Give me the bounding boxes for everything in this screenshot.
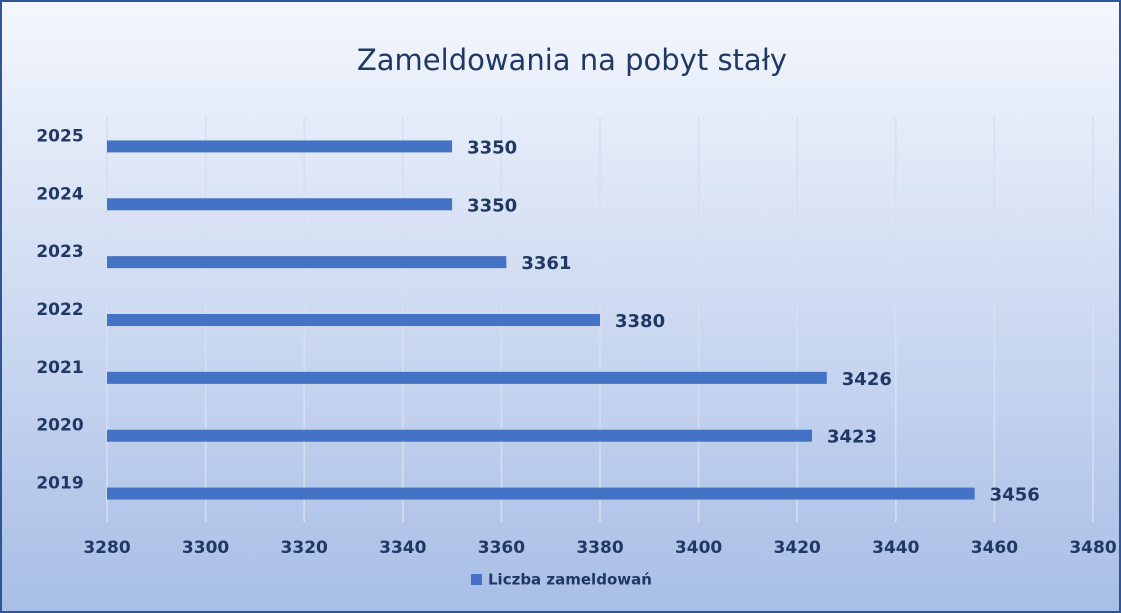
chart-title: Zameldowania na pobyt stały (357, 43, 787, 77)
value-label: 3350 (467, 137, 517, 158)
x-tick-label: 3280 (83, 538, 130, 558)
x-tick-label: 3380 (576, 538, 623, 558)
value-label: 3380 (615, 311, 665, 332)
x-tick-label: 3340 (379, 538, 426, 558)
y-tick-label: 2024 (36, 184, 83, 204)
x-tick-label: 3320 (281, 538, 328, 558)
bar (107, 140, 453, 153)
x-tick-label: 3360 (478, 538, 525, 558)
y-tick-label: 2025 (36, 126, 83, 146)
bar (107, 487, 975, 500)
x-tick-label: 3440 (872, 538, 919, 558)
y-tick-label: 2023 (36, 242, 83, 262)
value-label: 3426 (842, 369, 892, 390)
bar (107, 198, 453, 211)
x-tick-label: 3400 (675, 538, 722, 558)
legend-label: Liczba zameldowań (488, 571, 652, 589)
x-tick-label: 3300 (182, 538, 229, 558)
y-tick-label: 2022 (36, 300, 83, 320)
y-tick-label: 2019 (36, 474, 83, 494)
x-tick-label: 3420 (774, 538, 821, 558)
legend-swatch (471, 574, 482, 585)
bar (107, 256, 507, 269)
y-tick-label: 2021 (36, 358, 83, 378)
bar (107, 429, 812, 442)
value-label: 3361 (521, 253, 571, 274)
y-tick-label: 2020 (36, 416, 83, 436)
x-tick-label: 3480 (1069, 538, 1116, 558)
bar (107, 314, 600, 326)
value-label: 3350 (467, 195, 517, 216)
bar (107, 371, 827, 384)
x-tick-label: 3460 (971, 538, 1018, 558)
value-label: 3456 (990, 485, 1040, 506)
value-label: 3423 (827, 427, 877, 448)
